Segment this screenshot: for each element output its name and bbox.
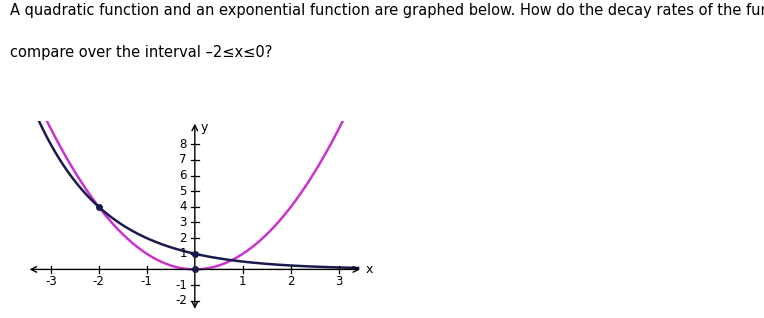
Text: 4: 4 [180,200,187,213]
Text: A quadratic function and an exponential function are graphed below. How do the d: A quadratic function and an exponential … [10,3,764,18]
Text: 1: 1 [180,247,187,260]
Text: 3: 3 [180,216,187,229]
Text: 7: 7 [180,154,187,166]
Text: 3: 3 [335,275,342,288]
Text: 5: 5 [180,185,187,198]
Text: -2: -2 [93,275,105,288]
Text: 8: 8 [180,138,187,151]
Text: 2: 2 [287,275,295,288]
Text: y: y [201,121,208,134]
Text: 1: 1 [239,275,247,288]
Text: compare over the interval –2≤x≤0?: compare over the interval –2≤x≤0? [10,45,272,59]
Text: 6: 6 [180,169,187,182]
Text: -1: -1 [141,275,153,288]
Text: -2: -2 [175,294,187,307]
Text: 2: 2 [180,232,187,245]
Text: x: x [365,263,373,276]
Text: -1: -1 [175,279,187,292]
Text: -3: -3 [45,275,57,288]
